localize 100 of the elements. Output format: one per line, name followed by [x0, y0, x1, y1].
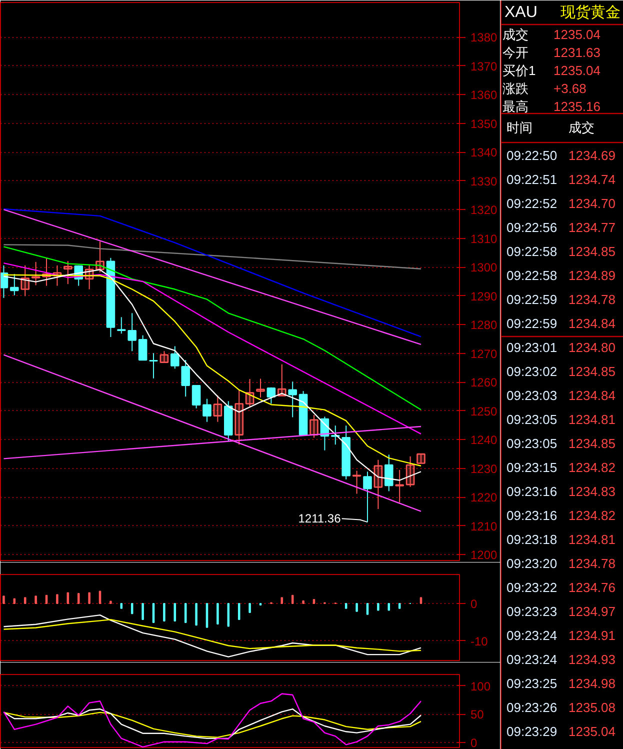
candlestick [170, 346, 180, 370]
annotation: 1211.36 [298, 512, 342, 526]
text: 1234.78 [568, 556, 616, 571]
text: 1234.97 [568, 604, 616, 619]
y-tick-label: 1230 [470, 462, 498, 476]
line-series [3, 262, 422, 435]
candlestick [0, 264, 8, 298]
y-tick-label: 0 [470, 736, 478, 749]
text: 时间 [506, 120, 532, 135]
candlestick [416, 453, 426, 464]
text: 1235.16 [554, 99, 600, 114]
y-tick-label: 1370 [470, 59, 498, 74]
text: 09:23:16 [506, 508, 558, 523]
y-tick-label: 1220 [470, 490, 498, 505]
text: 最高 [502, 99, 528, 114]
text: 买价1 [502, 63, 536, 78]
candlestick [181, 360, 190, 398]
candlestick [363, 471, 372, 523]
y-tick-label: 1340 [470, 146, 498, 160]
text: 09:23:29 [506, 724, 558, 739]
text: 1231.63 [554, 45, 600, 60]
candlestick [384, 454, 394, 492]
text: 09:23:01 [506, 340, 558, 355]
text: 09:23:05 [506, 412, 558, 427]
text: 09:23:26 [506, 700, 558, 715]
y-tick-label: 1250 [470, 404, 498, 418]
text: 1234.82 [568, 508, 616, 523]
text: 1234.89 [568, 268, 616, 283]
text: 1234.76 [568, 580, 616, 595]
text: 成交 [568, 120, 594, 135]
candlestick [330, 425, 340, 446]
candlestick [352, 470, 362, 494]
y-tick-label: 1200 [470, 548, 498, 562]
text: 09:23:16 [506, 484, 558, 499]
text: 09:22:52 [506, 196, 558, 211]
text: 09:23:20 [506, 556, 558, 571]
line-series [3, 246, 422, 410]
text: XAU [504, 4, 538, 21]
candlestick [310, 414, 318, 438]
candlestick [256, 378, 265, 398]
text: 09:22:56 [506, 220, 558, 235]
text: 1234.81 [568, 412, 616, 427]
text: 09:22:58 [506, 268, 558, 283]
text: 1234.81 [568, 532, 616, 547]
text: 1234.93 [568, 652, 616, 667]
candlestick [374, 459, 383, 510]
candlestick [10, 274, 19, 296]
text: 1235.04 [568, 724, 616, 739]
y-tick-label: 100 [470, 679, 491, 694]
text: 1234.84 [568, 316, 616, 331]
text: 09:22:58 [506, 244, 558, 259]
y-tick-label: -10 [470, 634, 488, 648]
text: 09:23:18 [506, 532, 558, 547]
candlestick [395, 469, 404, 503]
candlestick [31, 261, 40, 286]
y-tick-label: 1310 [470, 232, 498, 246]
text: 1234.78 [568, 292, 616, 307]
text: 09:22:59 [506, 292, 558, 307]
y-tick-label: 1350 [470, 116, 498, 131]
text: 1234.85 [568, 244, 616, 259]
text: 成交 [502, 27, 528, 42]
text: 09:23:24 [506, 628, 558, 643]
text: 09:23:05 [506, 436, 558, 451]
y-tick-label: 1210 [470, 519, 498, 534]
candlestick [149, 352, 158, 379]
text: 1234.80 [568, 340, 616, 355]
text: 09:23:22 [506, 580, 558, 595]
text: 09:23:03 [506, 388, 558, 403]
text: 1234.98 [568, 676, 616, 691]
y-tick-label: 1300 [470, 260, 498, 275]
line-series [3, 614, 422, 658]
text: 1234.85 [568, 436, 616, 451]
candlestick [266, 386, 276, 404]
y-tick-label: 1320 [470, 203, 498, 218]
text: 1235.04 [554, 27, 600, 42]
y-tick-label: 1330 [470, 174, 498, 188]
y-tick-label: 1270 [470, 346, 498, 361]
candlestick [160, 350, 169, 364]
text: 09:22:59 [506, 316, 558, 331]
text: 09:23:24 [506, 652, 558, 667]
line-series [3, 618, 422, 652]
y-tick-label: 0 [470, 597, 478, 612]
y-tick-label: 1240 [470, 433, 498, 448]
text: 09:22:51 [506, 172, 558, 187]
candlestick [202, 398, 212, 422]
y-tick-label: 50 [470, 708, 484, 722]
candlestick [128, 312, 136, 352]
text: 1234.84 [568, 388, 616, 403]
candlestick [138, 334, 148, 361]
candlestick [213, 394, 222, 422]
text: 1234.77 [568, 220, 616, 235]
candlestick [192, 384, 201, 409]
text: 1235.08 [568, 700, 616, 715]
y-tick-label: 1280 [470, 318, 498, 332]
candlestick [288, 381, 297, 418]
y-tick-label: 1380 [470, 30, 498, 45]
candlestick [20, 264, 30, 297]
text: +3.68 [554, 81, 586, 96]
text: 09:22:50 [506, 148, 558, 163]
text: 1234.69 [568, 148, 616, 163]
